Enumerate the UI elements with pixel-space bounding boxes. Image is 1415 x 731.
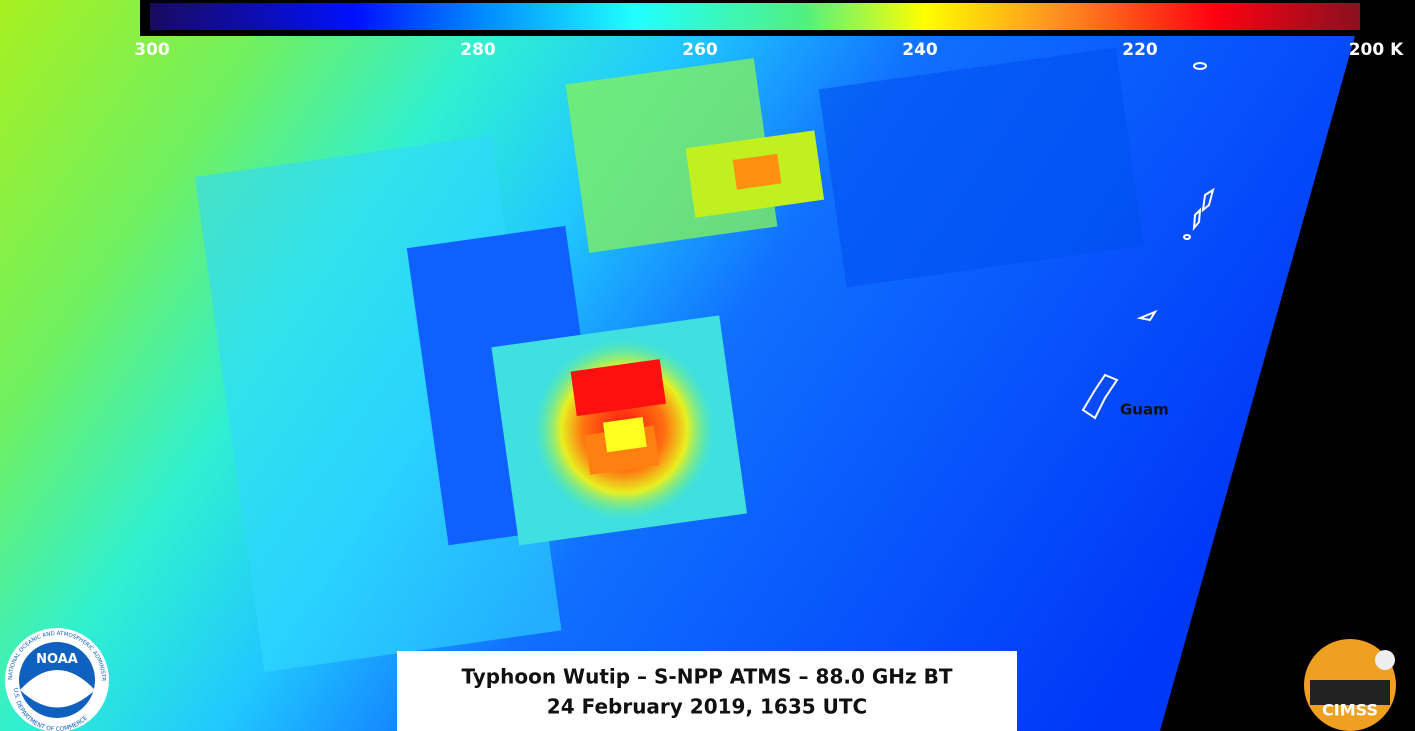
tick-label: 300 xyxy=(134,40,170,60)
place-label: Guam xyxy=(1120,401,1169,419)
tick-label: 240 xyxy=(902,40,938,60)
storm-field xyxy=(194,47,1144,673)
tick-label: 260 xyxy=(682,40,718,60)
colorbar xyxy=(150,3,1360,30)
no-data-swath xyxy=(1160,0,1415,731)
title-line: 24 February 2019, 1635 UTC xyxy=(547,695,867,719)
colorbar-ticks: 300 280 260 240 220 200 K xyxy=(134,30,1404,60)
logo-text: CIMSS xyxy=(1322,701,1378,720)
title-line: Typhoon Wutip – S-NPP ATMS – 88.0 GHz BT xyxy=(462,665,953,689)
cimss-logo: CIMSS xyxy=(1304,639,1396,731)
logo-text: NOAA xyxy=(36,652,78,667)
title-box xyxy=(397,651,1017,731)
tick-label: 200 K xyxy=(1349,40,1404,60)
tick-label: 280 xyxy=(460,40,496,60)
tick-label: 220 xyxy=(1122,40,1158,60)
coastlines xyxy=(1081,62,1215,420)
